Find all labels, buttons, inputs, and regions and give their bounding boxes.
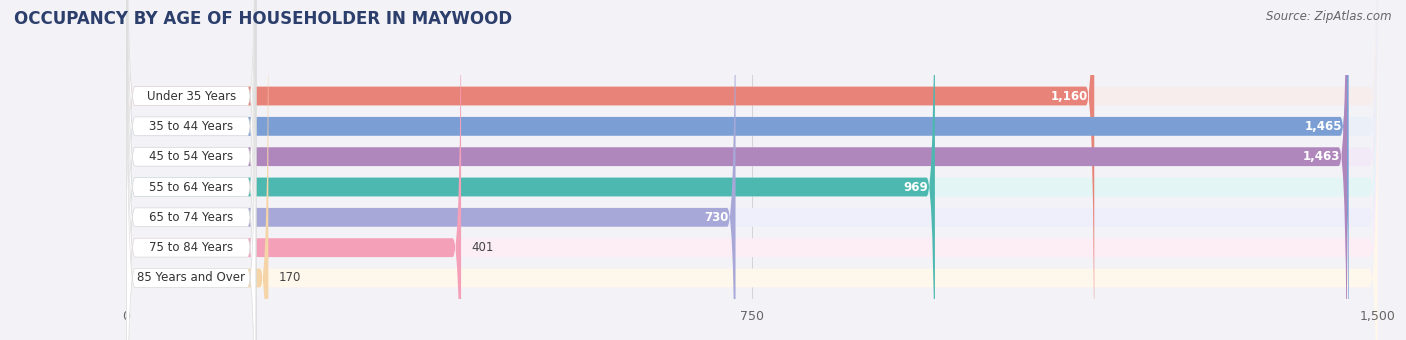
Text: 170: 170 [278, 271, 301, 285]
Text: 55 to 64 Years: 55 to 64 Years [149, 181, 233, 193]
FancyBboxPatch shape [127, 0, 1378, 340]
Text: 35 to 44 Years: 35 to 44 Years [149, 120, 233, 133]
Text: 1,463: 1,463 [1303, 150, 1340, 163]
FancyBboxPatch shape [127, 0, 1378, 340]
FancyBboxPatch shape [127, 0, 256, 340]
FancyBboxPatch shape [127, 0, 461, 340]
Text: 65 to 74 Years: 65 to 74 Years [149, 211, 233, 224]
FancyBboxPatch shape [127, 0, 1378, 340]
Text: 401: 401 [471, 241, 494, 254]
FancyBboxPatch shape [127, 0, 256, 340]
FancyBboxPatch shape [127, 0, 935, 340]
FancyBboxPatch shape [127, 0, 1378, 340]
FancyBboxPatch shape [127, 0, 256, 340]
Text: 75 to 84 Years: 75 to 84 Years [149, 241, 233, 254]
Text: 1,465: 1,465 [1305, 120, 1341, 133]
Text: 85 Years and Over: 85 Years and Over [138, 271, 245, 285]
FancyBboxPatch shape [127, 0, 735, 340]
Text: 969: 969 [904, 181, 928, 193]
FancyBboxPatch shape [127, 0, 1378, 340]
Text: Under 35 Years: Under 35 Years [146, 89, 236, 103]
Text: OCCUPANCY BY AGE OF HOUSEHOLDER IN MAYWOOD: OCCUPANCY BY AGE OF HOUSEHOLDER IN MAYWO… [14, 10, 512, 28]
Text: Source: ZipAtlas.com: Source: ZipAtlas.com [1267, 10, 1392, 23]
FancyBboxPatch shape [127, 0, 1378, 340]
FancyBboxPatch shape [127, 0, 1378, 340]
FancyBboxPatch shape [127, 0, 256, 340]
Text: 1,160: 1,160 [1050, 89, 1088, 103]
Text: 45 to 54 Years: 45 to 54 Years [149, 150, 233, 163]
Text: 730: 730 [704, 211, 728, 224]
FancyBboxPatch shape [127, 0, 1094, 340]
FancyBboxPatch shape [127, 0, 256, 340]
FancyBboxPatch shape [127, 0, 1348, 340]
FancyBboxPatch shape [127, 0, 269, 340]
FancyBboxPatch shape [127, 0, 1347, 340]
FancyBboxPatch shape [127, 0, 256, 340]
FancyBboxPatch shape [127, 0, 256, 340]
